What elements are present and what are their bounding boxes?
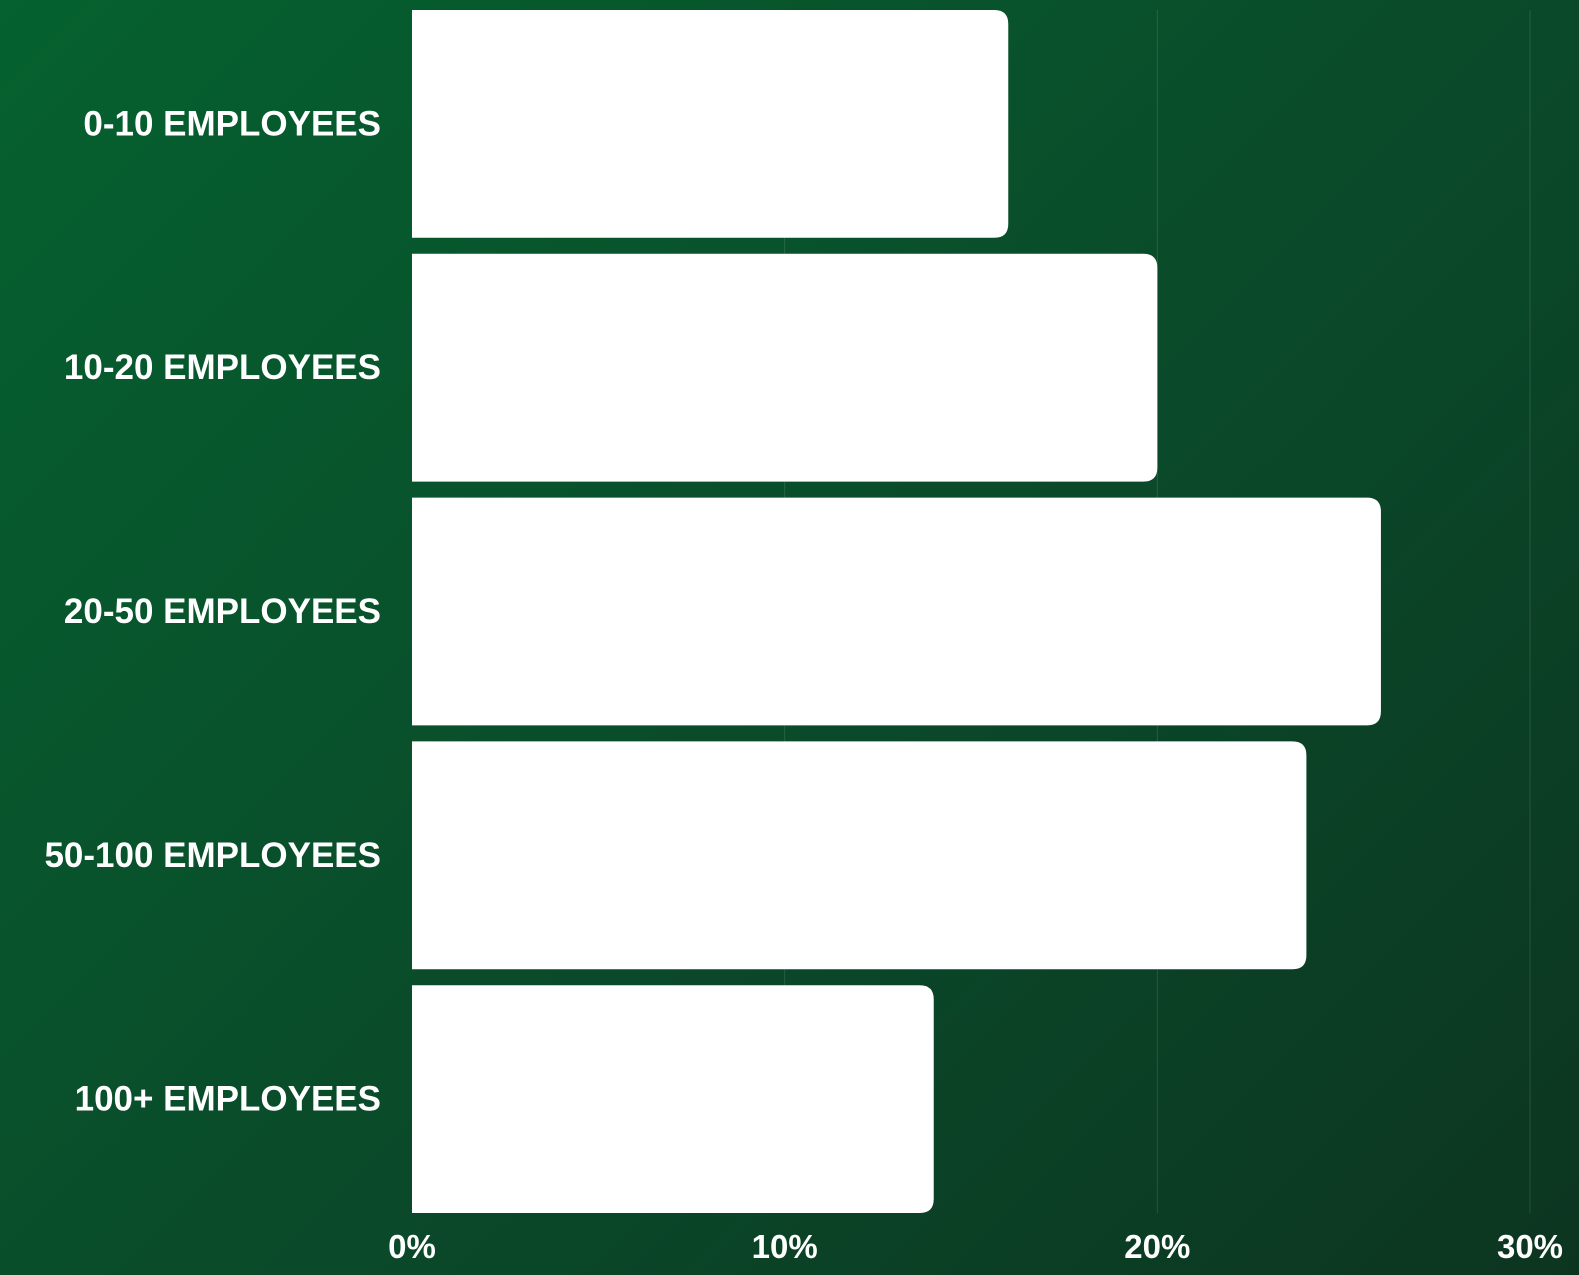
bar — [412, 497, 1381, 726]
category-label: 50-100 EMPLOYEES — [44, 836, 381, 875]
bar — [412, 10, 1009, 238]
category-label: 100+ EMPLOYEES — [75, 1080, 381, 1119]
category-label: 10-20 EMPLOYEES — [64, 348, 381, 387]
category-label: 20-50 EMPLOYEES — [64, 592, 381, 631]
x-axis-tick-labels: 0% 10% 20% 30% — [388, 1228, 1563, 1265]
bars — [412, 10, 1381, 1213]
category-labels: 0-10 EMPLOYEES 10-20 EMPLOYEES 20-50 EMPLO… — [44, 104, 381, 1118]
bar — [412, 253, 1158, 482]
x-tick-label: 0% — [388, 1228, 436, 1265]
x-tick-label: 20% — [1124, 1228, 1190, 1265]
x-tick-label: 10% — [752, 1228, 818, 1265]
x-tick-label: 30% — [1497, 1228, 1563, 1265]
category-label: 0-10 EMPLOYEES — [83, 104, 381, 143]
bar — [412, 741, 1307, 970]
bar — [412, 985, 934, 1213]
